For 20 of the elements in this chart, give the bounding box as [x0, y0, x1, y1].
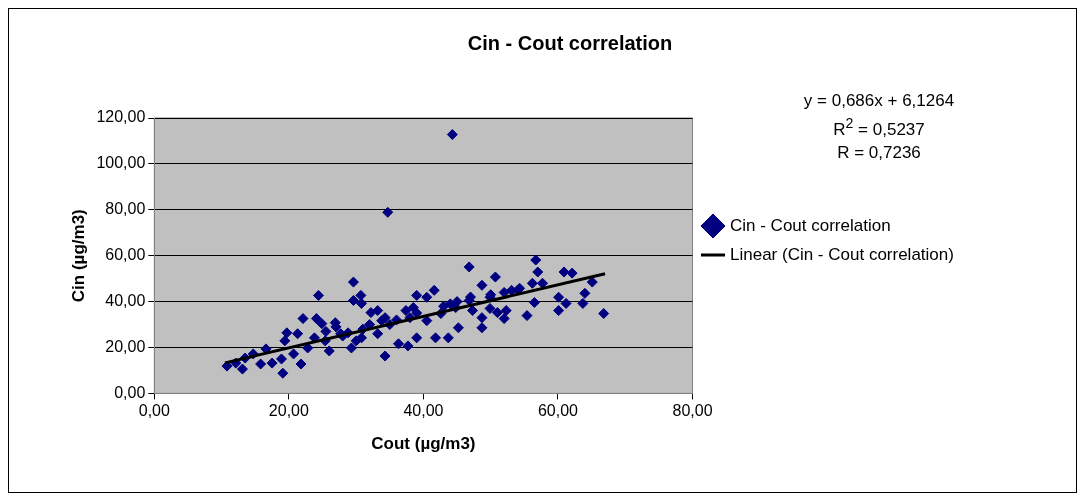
legend-label: Cin - Cout correlation — [730, 215, 891, 235]
y-tick-label: 20,00 — [105, 337, 146, 355]
x-axis-title: Cout (µg/m3) — [371, 434, 476, 454]
x-tick-label: 20,00 — [268, 402, 309, 420]
x-tick-label: 40,00 — [403, 402, 444, 420]
y-tick-label: 120,00 — [96, 108, 146, 126]
x-tick-label: 80,00 — [672, 402, 713, 420]
text: R = 0,7236 — [836, 141, 922, 164]
x-tick-label: 60,00 — [537, 402, 579, 420]
legend-label: Linear (Cin - Cout correlation) — [730, 244, 954, 264]
y-tick-label: 80,00 — [105, 200, 146, 218]
chart-title: Cin - Cout correlation — [467, 31, 673, 54]
x-tick-label: 0,00 — [138, 402, 171, 420]
text: y = 0,686x + 6,1264 — [802, 90, 956, 112]
y-tick-label: 40,00 — [105, 292, 146, 310]
y-axis-title: Cin (µg/m3) — [68, 209, 88, 303]
y-tick-label: 60,00 — [105, 246, 146, 264]
y-tick-label: 0,00 — [114, 383, 146, 401]
text: R$^{2}$ = 0,5237 — [832, 114, 926, 141]
y-tick-label: 100,00 — [96, 154, 146, 172]
